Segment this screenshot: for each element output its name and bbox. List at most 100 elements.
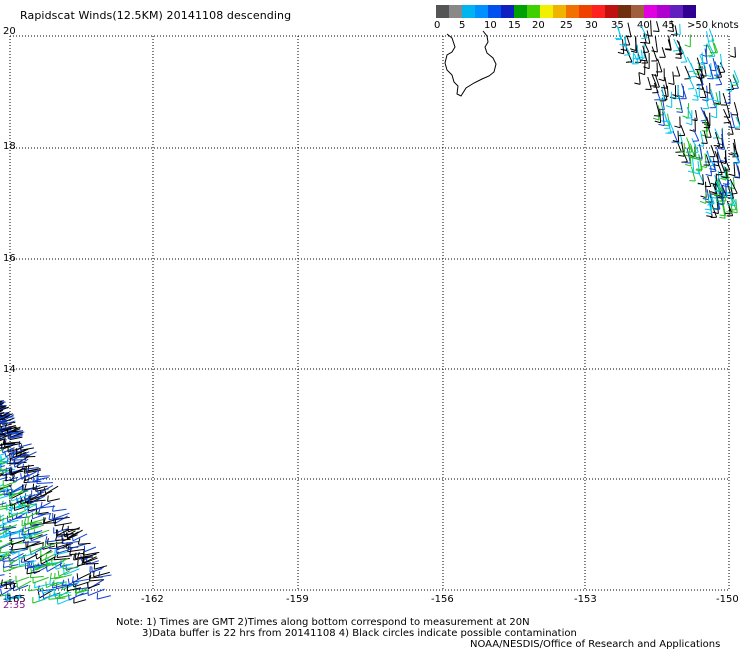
wind-barb xyxy=(18,443,32,448)
wind-barb xyxy=(673,38,680,51)
wind-barb xyxy=(10,433,23,439)
wind-barb xyxy=(695,110,698,121)
wind-barb xyxy=(39,594,57,602)
wind-barb xyxy=(33,477,46,482)
wind-barb xyxy=(75,588,88,594)
wind-barb xyxy=(714,150,720,162)
wind-barb-tick xyxy=(43,487,47,494)
wind-barb xyxy=(714,61,721,76)
wind-barb-tick xyxy=(36,487,39,494)
lon-label-153: -153 xyxy=(574,594,597,605)
wind-barb xyxy=(691,138,699,153)
wind-barb xyxy=(0,423,12,428)
wind-barb-tick xyxy=(55,529,58,536)
wind-barb-tick xyxy=(705,74,712,78)
wind-barb-tick xyxy=(636,57,643,61)
wind-barb xyxy=(12,547,28,555)
wind-barb xyxy=(53,591,72,597)
wind-barb xyxy=(3,441,21,444)
wind-barb xyxy=(19,455,36,458)
colorbar-swatch xyxy=(644,5,657,18)
wind-barb xyxy=(63,568,80,576)
wind-barb-tick xyxy=(2,438,5,445)
wind-barb xyxy=(0,420,7,424)
wind-barb xyxy=(40,551,53,557)
wind-barb-tick xyxy=(697,182,704,186)
wind-barb xyxy=(0,412,4,415)
wind-barb-tick xyxy=(733,162,740,165)
wind-barb xyxy=(55,538,71,541)
colorbar-swatch xyxy=(449,5,462,18)
wind-barb xyxy=(714,132,721,146)
wind-barb xyxy=(0,552,13,561)
wind-barb xyxy=(0,579,13,585)
wind-barb xyxy=(15,576,30,583)
wind-barb xyxy=(695,88,699,101)
wind-barb xyxy=(83,551,100,556)
wind-barb-tick xyxy=(688,70,695,73)
wind-barb xyxy=(4,442,22,448)
wind-barb xyxy=(735,199,738,213)
wind-barb xyxy=(56,533,74,536)
wind-barb-tick xyxy=(15,448,18,455)
wind-barb-tick xyxy=(709,69,717,72)
wind-barb-tick xyxy=(37,585,40,592)
wind-barb xyxy=(656,90,661,100)
wind-barb xyxy=(54,551,68,556)
wind-barb xyxy=(714,128,720,138)
wind-barb xyxy=(722,93,728,106)
wind-barb xyxy=(0,456,9,461)
wind-barb-tick xyxy=(700,53,707,57)
wind-barb xyxy=(703,130,708,144)
wind-barb xyxy=(707,176,712,187)
hawaii-coastline xyxy=(444,30,497,97)
wind-barb-tick xyxy=(734,128,740,130)
wind-barb-tick xyxy=(690,156,697,160)
wind-barb-tick xyxy=(67,578,70,585)
wind-barb-tick xyxy=(696,157,703,159)
wind-barb xyxy=(31,533,48,542)
colorbar-swatch xyxy=(657,5,670,18)
note-line-3: NOAA/NESDIS/Office of Research and Appli… xyxy=(470,639,721,650)
wind-barb xyxy=(0,433,6,436)
wind-barb-tick xyxy=(43,517,46,524)
wind-barb xyxy=(36,482,54,485)
wind-barb xyxy=(36,475,50,478)
wind-barb xyxy=(706,31,710,47)
wind-barb xyxy=(33,566,48,575)
wind-barb xyxy=(0,402,5,406)
wind-barb xyxy=(17,464,34,469)
wind-barb xyxy=(662,111,665,126)
wind-barb xyxy=(3,481,17,487)
wind-barb-tick xyxy=(630,48,637,52)
wind-barb xyxy=(717,64,723,78)
wind-barb-tick xyxy=(712,163,719,167)
colorbar-swatch xyxy=(462,5,475,18)
note-line-1: Note: 1) Times are GMT 2)Times along bot… xyxy=(116,617,530,628)
wind-barb xyxy=(7,594,21,599)
wind-barb xyxy=(21,471,36,480)
wind-barb xyxy=(16,448,29,455)
wind-barb xyxy=(0,433,6,438)
colorbar-label: >50 knots xyxy=(687,20,739,31)
colorbar-swatch xyxy=(631,5,644,18)
wind-barb xyxy=(711,204,718,218)
wind-barb xyxy=(55,590,70,599)
wind-barb xyxy=(11,459,26,461)
wind-barb xyxy=(708,28,715,42)
wind-barb xyxy=(38,512,52,516)
wind-barb-tick xyxy=(715,83,722,86)
wind-barb xyxy=(24,553,38,562)
wind-barb xyxy=(61,540,79,545)
wind-barb-tick xyxy=(692,99,699,101)
wind-barb xyxy=(9,436,23,441)
wind-barb xyxy=(0,556,10,562)
wind-barb-tick xyxy=(9,458,12,465)
colorbar-swatch xyxy=(540,5,553,18)
wind-barb xyxy=(89,568,103,573)
wind-barb-tick xyxy=(727,197,734,199)
wind-barb xyxy=(705,120,708,137)
wind-barb xyxy=(30,523,45,526)
wind-barb-tick xyxy=(638,56,645,59)
colorbar-swatch xyxy=(566,5,579,18)
